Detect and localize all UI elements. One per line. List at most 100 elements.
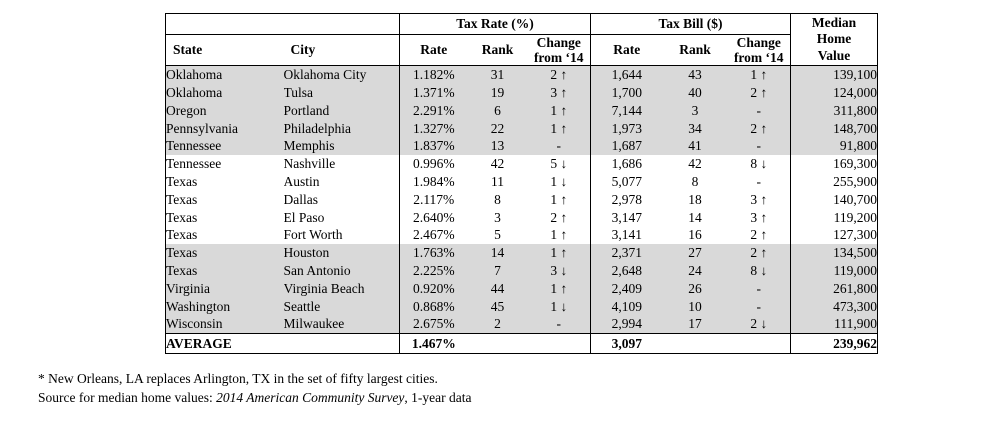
header-tax-bill-change: Change from ‘14 xyxy=(727,34,791,67)
table-header: Tax Rate (%) Tax Bill ($) Median Home Va… xyxy=(165,13,878,67)
tax-bill-rank-cell: 10 xyxy=(662,297,728,316)
tax-rate-rank-cell: 7 xyxy=(467,261,528,280)
state-cell: Texas xyxy=(165,261,284,280)
tax-bill-rate-cell: 2,409 xyxy=(590,279,663,298)
tax-rate-change-cell: 2 ↑ xyxy=(527,65,591,85)
city-cell: Portland xyxy=(283,101,400,120)
tax-rate-rate-cell: 1.984% xyxy=(399,173,468,191)
tax-rate-change-cell: 2 ↑ xyxy=(550,209,568,225)
tax-bill-change-cell: 3 ↑ xyxy=(750,191,768,207)
city-cell: Philadelphia xyxy=(283,119,400,138)
tax-rate-rank-cell: 45 xyxy=(467,297,528,316)
table-row: Texas El Paso 2.640% 3 2 ↑ 3,147 14 3 ↑ 119,200 xyxy=(166,208,878,227)
state-cell: Texas xyxy=(166,227,198,243)
tax-bill-change-cell: 2 ↑ xyxy=(727,84,791,102)
tax-bill-rank-cell: 18 xyxy=(688,191,702,207)
median-home-value-cell: 124,000 xyxy=(790,84,878,102)
table-row: Wisconsin Milwaukee 2.675% 2-2,994 17 2 ↓ 111,… xyxy=(165,315,878,334)
city-cell: Houston xyxy=(283,244,400,262)
tax-rate-rank-cell: 14 xyxy=(467,244,528,262)
tax-bill-rate-cell: 2,978 xyxy=(590,190,663,209)
average-tax-bill-change-cell xyxy=(727,333,791,354)
header-tax-rate-group: Tax Rate (%) xyxy=(399,13,591,35)
tax-bill-change-cell: - xyxy=(727,279,791,298)
tax-bill-rate-cell: 1,686 xyxy=(590,155,663,173)
tax-rate-rate-cell: 1.327% xyxy=(399,119,468,138)
tax-bill-change-cell: 3 ↑ xyxy=(750,209,768,225)
table-row: Oklahoma Tulsa 1.371% 19 3 ↑ 1,700 40 2 ↑ 124,00… xyxy=(165,84,878,102)
tax-bill-rate-cell: 2,371 xyxy=(590,244,663,262)
tax-bill-rate-cell: 3,141 xyxy=(590,226,663,245)
state-cell: Oregon xyxy=(165,101,284,120)
change-header-line: from ‘14 xyxy=(733,50,784,66)
average-tax-bill-rank-cell xyxy=(662,333,728,354)
table-body: Oklahoma Oklahoma City 1.182% 31 2 ↑ 1,644 43 1… xyxy=(165,65,878,334)
median-home-value-cell: 140,700 xyxy=(790,190,878,209)
average-median-cell: 239,962 xyxy=(790,333,878,354)
table-row: Oregon Portland 2.291% 6 1 ↑ 7,144 3-311,800 xyxy=(165,101,878,120)
tax-rate-rank-cell: 11 xyxy=(491,174,504,189)
city-cell: Milwaukee xyxy=(283,315,400,334)
state-cell: Oklahoma xyxy=(165,84,284,102)
table-row: Pennsylvania Philadelphia 1.327% 22 1 ↑ 1,973… xyxy=(165,119,878,138)
state-cell: Texas xyxy=(165,244,284,262)
tax-bill-rank-cell: 34 xyxy=(662,119,728,138)
city-cell: San Antonio xyxy=(283,261,400,280)
tax-rate-rank-cell: 44 xyxy=(467,279,528,298)
tax-rate-rate-cell: 1.182% xyxy=(399,65,468,85)
tax-rate-rank-cell: 31 xyxy=(467,65,528,85)
tax-rate-rank-cell: 8 xyxy=(494,191,501,207)
median-home-value-cell: 261,800 xyxy=(790,279,878,298)
tax-bill-change-cell: 2 ↑ xyxy=(727,119,791,138)
footnote-source-note: Source for median home values: 2014 Amer… xyxy=(38,389,472,408)
average-tax-rate-change-cell xyxy=(527,333,591,354)
table-row: Texas Dallas 2.117% 8 1 ↑ 2,978 18 3 ↑ 140,700 xyxy=(166,190,878,209)
tax-bill-change-cell: 2 ↓ xyxy=(727,315,791,334)
header-empty-cell xyxy=(165,13,400,35)
tax-bill-change-cell: - xyxy=(727,101,791,120)
header-tax-rate-rank: Rank xyxy=(467,34,528,67)
footnote-source-title: 2014 American Community Survey xyxy=(216,389,405,405)
tax-bill-change-cell: 1 ↑ xyxy=(727,65,791,85)
change-header-line: Change xyxy=(536,35,581,50)
table-row: Washington Seattle 0.868% 45 1 ↓ 4,109 10-473,… xyxy=(165,297,878,316)
footnote-source-prefix: Source for median home values: xyxy=(38,389,217,405)
property-tax-table: Tax Rate (%) Tax Bill ($) Median Home Va… xyxy=(165,13,878,355)
median-home-value-cell: 111,900 xyxy=(790,315,878,334)
state-cell: Texas xyxy=(166,209,198,225)
table-row: Virginia Virginia Beach 0.920% 44 1 ↑ 2,409 26… xyxy=(165,279,878,298)
tax-bill-change-cell: - xyxy=(727,297,791,316)
tax-bill-change-cell: 2 ↑ xyxy=(727,244,791,262)
tax-bill-change-cell: - xyxy=(727,137,791,156)
tax-bill-rank-cell: 40 xyxy=(662,84,728,102)
table-row: Tennessee Memphis 1.837% 13-1,687 41-91,800 xyxy=(165,137,878,156)
tax-rate-rank-cell: 13 xyxy=(467,137,528,156)
tax-bill-rank-cell: 42 xyxy=(688,156,702,172)
tax-bill-rank-cell: 43 xyxy=(662,65,728,85)
tax-rate-rate-cell: 2.225% xyxy=(399,261,468,280)
tax-rate-change-cell: 1 ↑ xyxy=(527,244,591,262)
median-home-value-cell: 91,800 xyxy=(790,137,878,156)
table-row: Texas Austin 1.984% 11 1 ↓ 5,077 8 - 255,900 xyxy=(166,173,878,191)
table-row: Oklahoma Oklahoma City 1.182% 31 2 ↑ 1,644 43 1… xyxy=(165,65,878,85)
tax-rate-change-cell: 1 ↑ xyxy=(527,279,591,298)
median-home-value-cell: 127,300 xyxy=(790,226,878,245)
state-cell: Oklahoma xyxy=(165,65,284,85)
tax-rate-rate-cell: 2.675% xyxy=(399,315,468,334)
tax-rate-rate-cell: 1.837% xyxy=(399,137,468,156)
tax-rate-rate-cell: 0.996% xyxy=(399,155,468,173)
tax-bill-change-cell: - xyxy=(756,174,762,189)
table-row: Tennessee Nashville 0.996% 42 5 ↓ 1,686 42 8 ↓ 1… xyxy=(166,155,878,173)
state-cell: Virginia xyxy=(165,279,284,298)
table-row: Texas Houston 1.763% 14 1 ↑ 2,371 27 2 ↑ 134,500 xyxy=(165,244,878,262)
city-cell: Oklahoma City xyxy=(283,65,400,85)
tax-bill-rank-cell: 26 xyxy=(662,279,728,298)
city-cell: Memphis xyxy=(283,137,400,156)
tax-bill-rate-cell: 4,109 xyxy=(590,297,663,316)
tax-bill-change-cell: 2 ↑ xyxy=(750,227,768,243)
tax-bill-rate-cell: 1,700 xyxy=(590,84,663,102)
tax-bill-rate-cell: 7,144 xyxy=(590,101,663,120)
change-header-line: from ‘14 xyxy=(533,50,584,66)
tax-rate-rate-cell: 0.920% xyxy=(399,279,468,298)
